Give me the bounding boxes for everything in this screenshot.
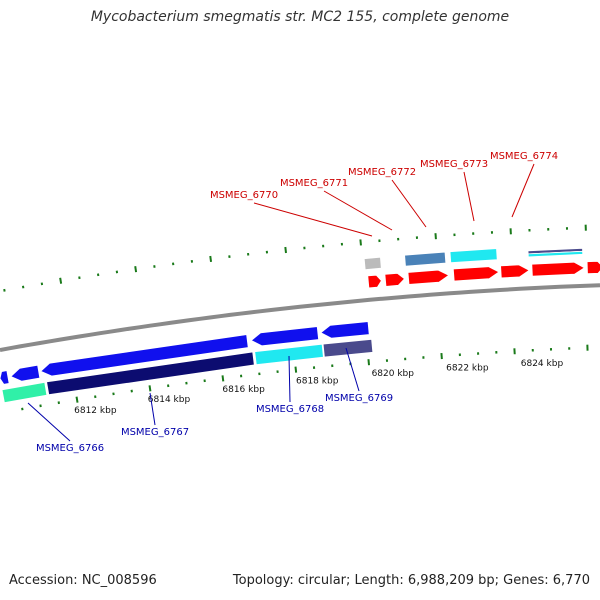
tick-label-6818-kbp: 6818 kbp <box>296 376 339 386</box>
reverse-gene-box[interactable] <box>254 343 324 366</box>
inner-major-tick <box>367 359 371 366</box>
reverse-gene-box[interactable] <box>322 338 374 358</box>
page-title: Mycobacterium smegmatis str. MC2 155, co… <box>90 9 510 25</box>
forward-label-leader <box>511 163 535 218</box>
gene-label-msmeg-6774[interactable]: MSMEG_6774 <box>490 151 558 162</box>
accession-label: Accession: NC_008596 <box>9 573 157 588</box>
forward-gene-arrow[interactable] <box>531 261 586 277</box>
forward-gene-arrow[interactable] <box>407 269 450 285</box>
outer-major-tick <box>359 239 362 246</box>
forward-gene-arrow[interactable] <box>384 272 406 287</box>
forward-gene-arrow[interactable] <box>367 274 382 289</box>
inner-major-tick <box>148 385 152 392</box>
genome-stats: Topology: circular; Length: 6,988,209 bp… <box>232 573 590 588</box>
gene-features[interactable] <box>0 247 600 404</box>
tick-label-6816-kbp: 6816 kbp <box>222 385 265 395</box>
forward-gene-arrow[interactable] <box>500 264 530 279</box>
genome-backbone <box>0 283 600 352</box>
gene-label-msmeg-6772[interactable]: MSMEG_6772 <box>348 167 416 178</box>
tick-label-6820-kbp: 6820 kbp <box>372 369 415 379</box>
gene-label-msmeg-6766[interactable]: MSMEG_6766 <box>36 443 104 454</box>
reverse-gene-box[interactable] <box>46 351 255 396</box>
gene-label-msmeg-6773[interactable]: MSMEG_6773 <box>420 159 488 170</box>
reverse-gene-arrow[interactable] <box>39 334 249 377</box>
inner-tick-ring: 6812 kbp 6814 kbp 6816 kbp 6818 kbp 6820 kbp… <box>21 344 589 416</box>
outer-major-tick <box>59 277 63 284</box>
forward-gene-box[interactable] <box>404 251 447 267</box>
reverse-gene-box[interactable] <box>1 381 48 404</box>
outer-major-tick <box>134 266 138 273</box>
tick-label-6822-kbp: 6822 kbp <box>446 363 489 373</box>
tick-label-6824-kbp: 6824 kbp <box>521 359 564 369</box>
forward-gene-box[interactable] <box>449 248 498 264</box>
reverse-gene-arrow[interactable] <box>250 326 320 347</box>
reverse-gene-arrow[interactable] <box>10 364 41 382</box>
reverse-label-leader <box>345 347 360 392</box>
inner-major-tick <box>75 396 79 403</box>
forward-label-leader <box>391 179 427 228</box>
forward-gene-box[interactable] <box>363 256 382 271</box>
gene-label-msmeg-6768[interactable]: MSMEG_6768 <box>256 404 324 415</box>
forward-label-leader <box>463 171 475 222</box>
reverse-gene-arrow[interactable] <box>0 370 10 385</box>
gene-label-msmeg-6770[interactable]: MSMEG_6770 <box>210 190 278 201</box>
label-leader-lines <box>27 163 535 442</box>
outer-major-tick <box>209 255 213 263</box>
reverse-label-leader <box>27 402 71 442</box>
forward-gene-arrow[interactable] <box>586 260 600 275</box>
forward-label-leader <box>253 202 373 237</box>
forward-gene-arrow[interactable] <box>452 266 500 282</box>
inner-major-tick <box>221 375 225 382</box>
forward-label-leader <box>323 190 393 231</box>
gene-label-msmeg-6767[interactable]: MSMEG_6767 <box>121 427 189 438</box>
reverse-gene-arrow[interactable] <box>320 321 370 339</box>
gene-label-msmeg-6769[interactable]: MSMEG_6769 <box>325 393 393 404</box>
tick-label-6814-kbp: 6814 kbp <box>148 395 191 405</box>
tick-label-6812-kbp: 6812 kbp <box>74 406 117 416</box>
gene-label-msmeg-6771[interactable]: MSMEG_6771 <box>280 178 348 189</box>
reverse-label-leader <box>288 355 291 403</box>
outer-major-tick <box>284 246 287 254</box>
outer-tick-ring <box>3 224 587 292</box>
forward-gene-box[interactable] <box>527 250 584 258</box>
inner-major-tick <box>294 366 298 373</box>
reverse-label-leader <box>149 392 156 426</box>
